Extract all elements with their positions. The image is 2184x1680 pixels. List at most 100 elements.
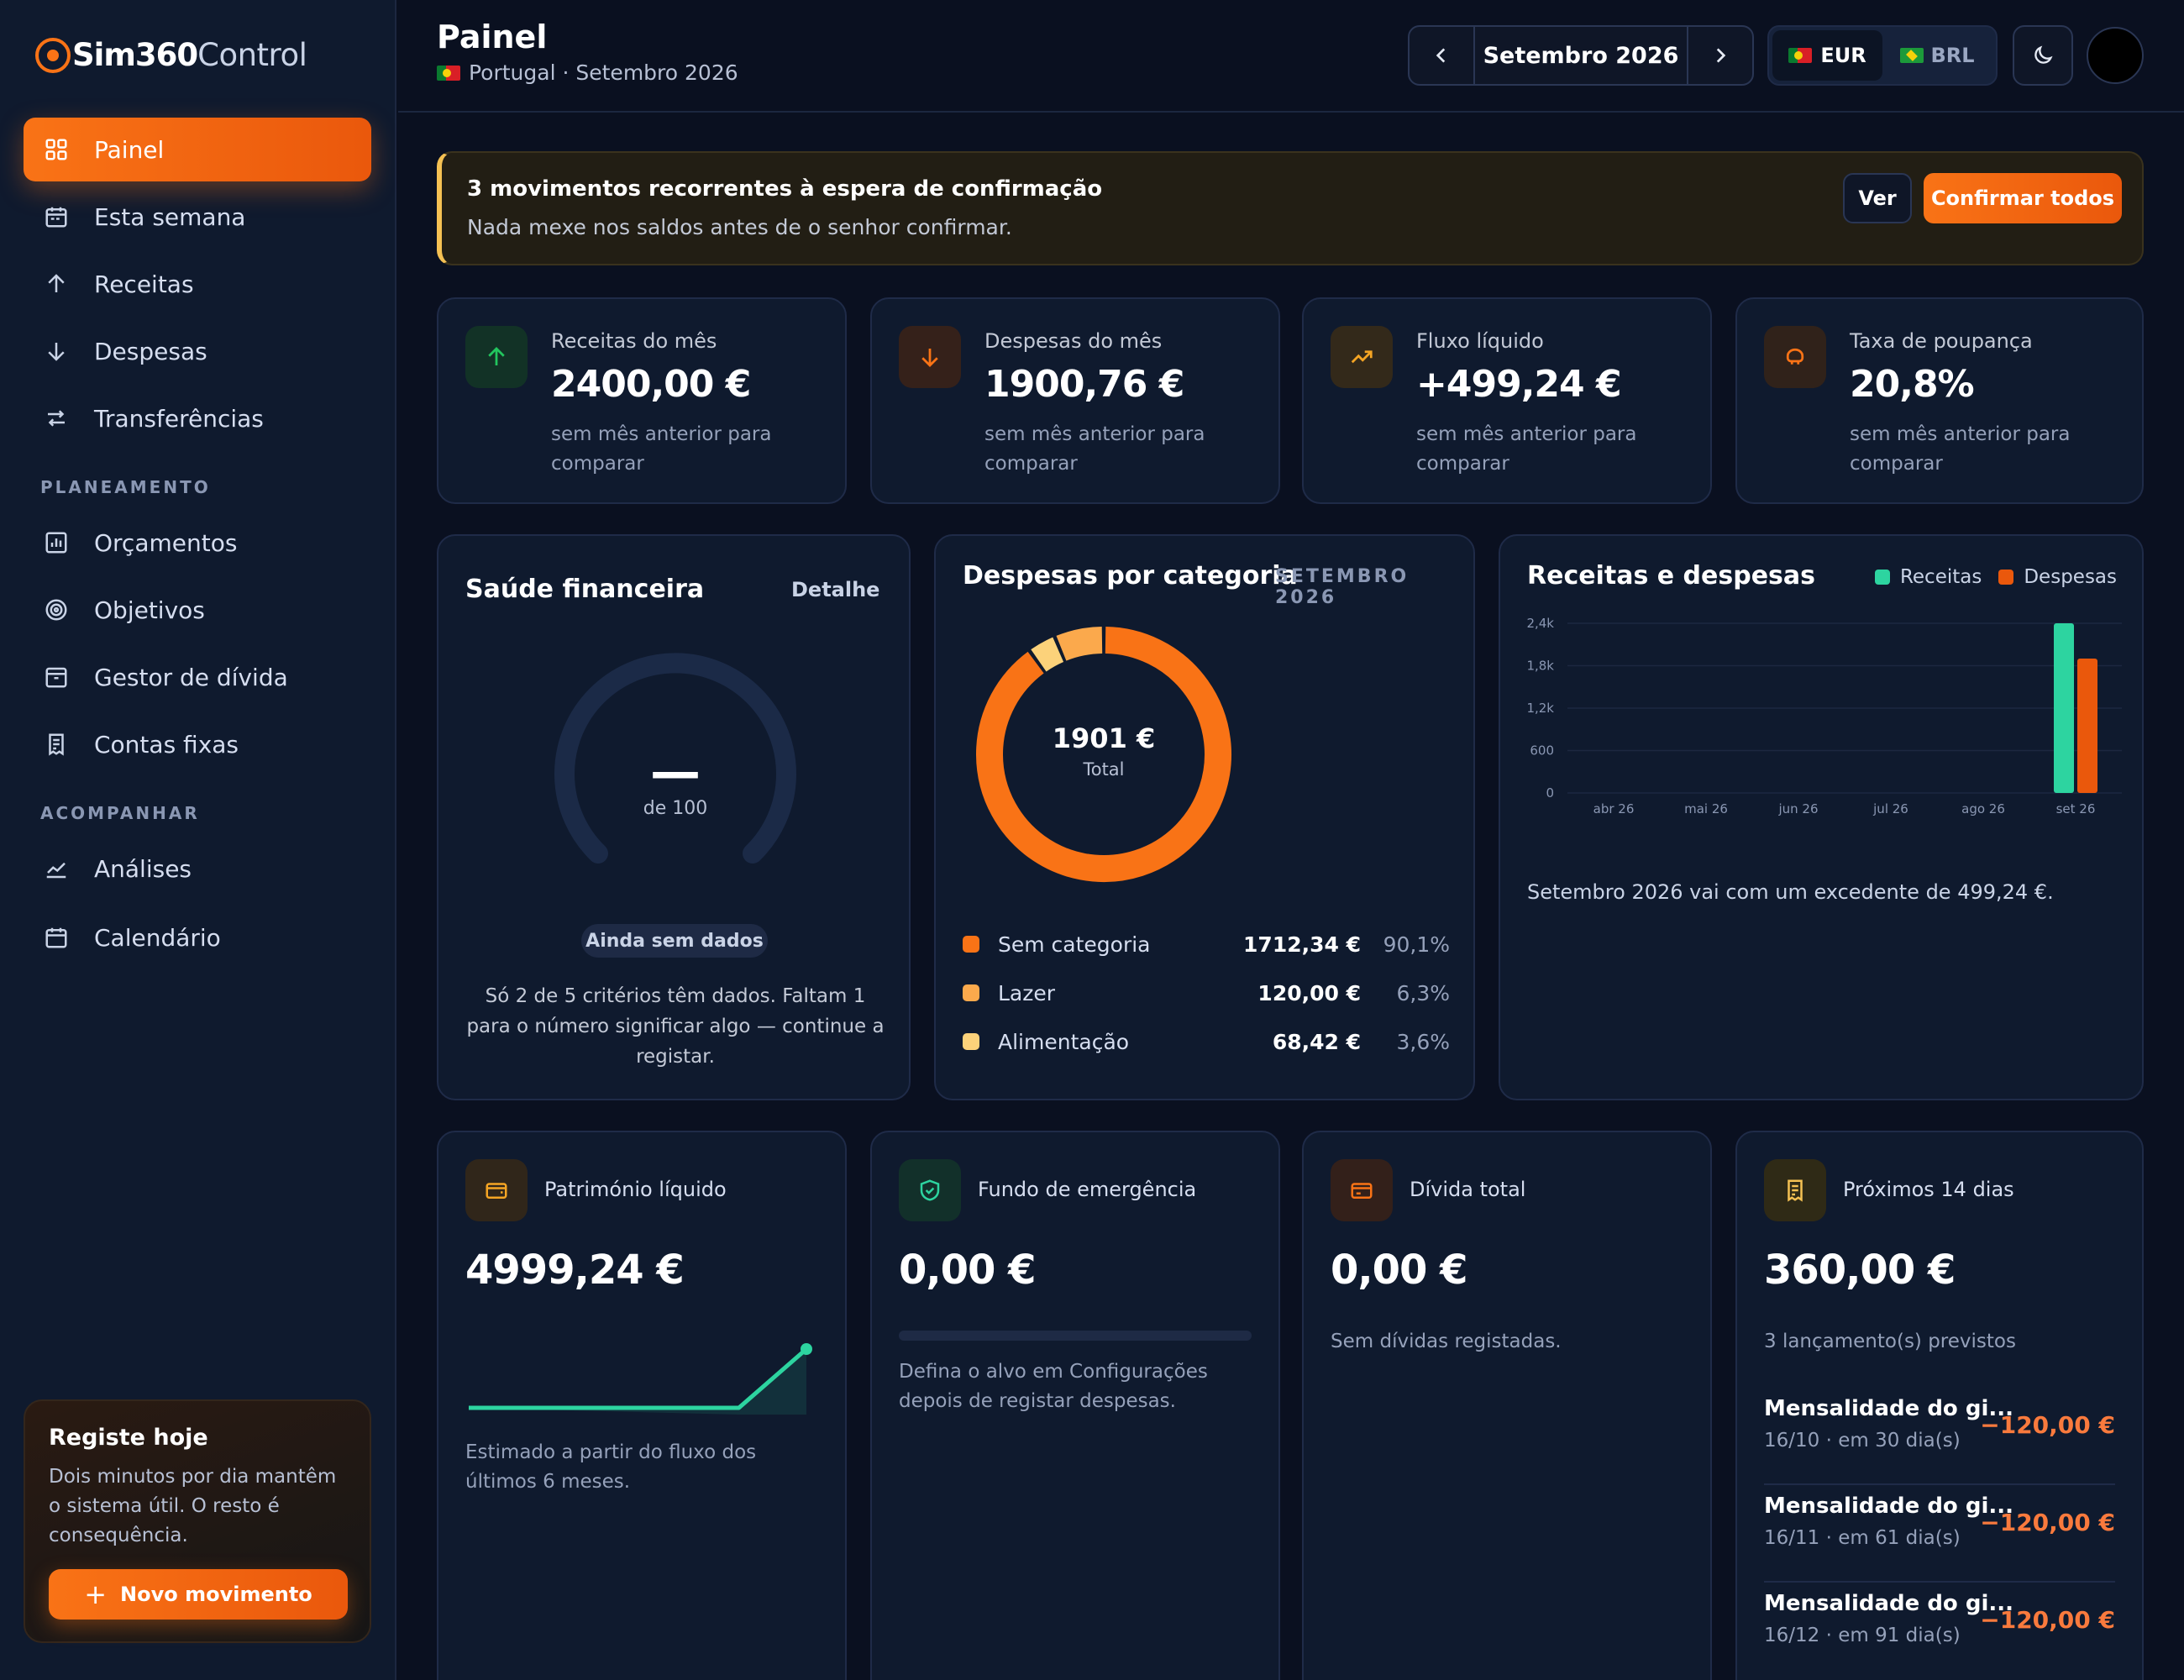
- sidebar-item-label: Gestor de dívida: [94, 663, 288, 691]
- sidebar-item-label: Esta semana: [94, 202, 246, 231]
- sidebar-item-calendario[interactable]: Calendário: [24, 906, 371, 969]
- sidebar-item-painel[interactable]: Painel: [24, 118, 371, 181]
- arrow-up-icon: [42, 270, 71, 298]
- detail-link[interactable]: Detalhe: [791, 578, 880, 601]
- trend-up-icon: [1331, 326, 1393, 388]
- sidebar-item-label: Receitas: [94, 270, 194, 298]
- credit-card-icon: [1331, 1159, 1393, 1221]
- y-tick-label: 1,8k: [1526, 659, 1554, 674]
- sidebar-item-transferencias[interactable]: Transferências: [24, 386, 371, 450]
- upcoming-item-amount: −120,00 €: [1980, 1411, 2115, 1439]
- y-tick-label: 0: [1546, 785, 1554, 801]
- currency-brl-button[interactable]: BRL: [1882, 30, 1992, 81]
- net-worth-note: Estimado a partir do fluxo dos últimos 6…: [465, 1441, 757, 1493]
- portugal-flag-icon: [437, 65, 460, 81]
- kpi-card-savings-rate[interactable]: Taxa de poupança 20,8% sem mês anterior …: [1735, 297, 2144, 504]
- category-value: 1712,34 €: [1243, 932, 1361, 957]
- portugal-flag-icon: [1788, 48, 1813, 63]
- bar-receitas-set-26[interactable]: [2054, 623, 2074, 793]
- confirm-all-button[interactable]: Confirmar todos: [1924, 173, 2122, 223]
- chart-legend: Receitas Despesas: [1874, 566, 2117, 588]
- logo-light-text: Control: [197, 37, 307, 73]
- view-button[interactable]: Ver: [1843, 173, 1912, 223]
- category-period: SETEMBRO 2026: [1275, 566, 1410, 608]
- app-logo[interactable]: Sim360 Control: [35, 37, 307, 73]
- currency-eur-button[interactable]: EUR: [1772, 30, 1882, 81]
- kpi-card-net-flow[interactable]: Fluxo líquido +499,24 € sem mês anterior…: [1302, 297, 1712, 504]
- sidebar-item-label: Análises: [94, 854, 192, 883]
- sidebar-item-orcamentos[interactable]: Orçamentos: [24, 511, 371, 575]
- arrow-down-icon: [42, 337, 71, 365]
- kpi-note: sem mês anterior para comparar: [1850, 423, 2071, 475]
- debt-note: Sem dívidas registadas.: [1331, 1331, 1562, 1352]
- calendar-icon: [42, 923, 71, 952]
- chevron-left-icon: [1436, 48, 1446, 63]
- sidebar-item-contas-fixas[interactable]: Contas fixas: [24, 712, 371, 776]
- x-tick-label: abr 26: [1593, 801, 1635, 816]
- list-item[interactable]: Mensalidade do gi... 16/10 · em 30 dia(s…: [1764, 1388, 2115, 1485]
- list-item[interactable]: Mensalidade do gi... 16/12 · em 91 dia(s…: [1764, 1583, 2115, 1680]
- kpi-note: sem mês anterior para comparar: [551, 423, 772, 475]
- x-tick-label: mai 26: [1684, 801, 1728, 816]
- total-debt-card[interactable]: Dívida total 0,00 € Sem dívidas registad…: [1302, 1131, 1712, 1680]
- sidebar-item-label: Calendário: [94, 923, 221, 952]
- sidebar-item-analises[interactable]: Análises: [24, 837, 371, 900]
- y-tick-label: 2,4k: [1526, 616, 1554, 631]
- emergency-fund-value: 0,00 €: [899, 1247, 1037, 1294]
- page-subtitle-text: Portugal · Setembro 2026: [469, 60, 738, 85]
- next-month-button[interactable]: [1687, 27, 1752, 84]
- category-row[interactable]: Alimentação 68,42 € 3,6%: [963, 1025, 1450, 1058]
- card-label: Próximos 14 dias: [1843, 1178, 2014, 1201]
- nav-section-follow: ACOMPANHAR: [40, 803, 200, 823]
- health-scale: de 100: [643, 798, 708, 819]
- net-worth-card[interactable]: Património líquido 4999,24 € Estimado a …: [437, 1131, 847, 1680]
- current-month[interactable]: Setembro 2026: [1483, 42, 1679, 69]
- emergency-note: Defina o alvo em Configurações depois de…: [899, 1361, 1208, 1412]
- category-row[interactable]: Lazer 120,00 € 6,3%: [963, 976, 1450, 1010]
- upcoming-item-amount: −120,00 €: [1980, 1606, 2115, 1634]
- bar-despesas-set-26[interactable]: [2077, 659, 2097, 793]
- shield-check-icon: [899, 1159, 961, 1221]
- sparkline-area: [469, 1349, 806, 1415]
- sidebar-item-objetivos[interactable]: Objetivos: [24, 578, 371, 642]
- upcoming-card[interactable]: Próximos 14 dias 360,00 € 3 lançamento(s…: [1735, 1131, 2144, 1680]
- category-donut-chart: [976, 627, 1231, 882]
- prev-month-button[interactable]: [1410, 27, 1475, 84]
- category-row[interactable]: Sem categoria 1712,34 € 90,1%: [963, 927, 1450, 961]
- sidebar-item-esta-semana[interactable]: Esta semana: [24, 185, 371, 249]
- sidebar-item-receitas[interactable]: Receitas: [24, 252, 371, 316]
- health-score: —: [650, 743, 701, 801]
- total-debt-value: 0,00 €: [1331, 1247, 1468, 1294]
- archive-icon: [42, 663, 71, 691]
- currency-code: BRL: [1930, 44, 1975, 67]
- kpi-label: Receitas do mês: [551, 329, 717, 353]
- donut-total-label: Total: [1083, 759, 1125, 780]
- sidebar-item-label: Orçamentos: [94, 528, 238, 557]
- legend-expenses-label: Despesas: [2024, 566, 2117, 588]
- sidebar-item-despesas[interactable]: Despesas: [24, 319, 371, 383]
- sidebar-item-gestor-divida[interactable]: Gestor de dívida: [24, 645, 371, 709]
- kpi-value: 2400,00 €: [551, 363, 751, 406]
- legend-swatch-income: [1874, 570, 1890, 585]
- arrow-up-icon: [465, 326, 528, 388]
- net-worth-sparkline: [469, 1343, 812, 1415]
- financial-health-card: Saúde financeira Detalhe — de 100 Ainda …: [437, 534, 911, 1100]
- sidebar-item-label: Objetivos: [94, 596, 205, 624]
- legend-swatch: [963, 984, 979, 1001]
- brazil-flag-icon: [1900, 48, 1924, 63]
- kpi-card-income[interactable]: Receitas do mês 2400,00 € sem mês anteri…: [437, 297, 847, 504]
- kpi-card-expenses[interactable]: Despesas do mês 1900,76 € sem mês anteri…: [870, 297, 1280, 504]
- emergency-fund-card[interactable]: Fundo de emergência 0,00 € Defina o alvo…: [870, 1131, 1280, 1680]
- target-icon: [42, 596, 71, 624]
- new-transaction-label: Novo movimento: [120, 1583, 312, 1606]
- piggy-bank-icon: [1764, 326, 1826, 388]
- cta-title: Registe hoje: [49, 1425, 208, 1451]
- list-item[interactable]: Mensalidade do gi... 16/11 · em 61 dia(s…: [1764, 1485, 2115, 1583]
- theme-toggle-button[interactable]: [2013, 25, 2073, 86]
- card-title: Saúde financeira: [465, 575, 705, 604]
- page-title: Painel: [437, 18, 548, 55]
- avatar[interactable]: [2087, 27, 2144, 84]
- chart-summary: Setembro 2026 vai com um excedente de 49…: [1527, 880, 2054, 904]
- category-percent: 3,6%: [1396, 1029, 1450, 1054]
- new-transaction-button[interactable]: + Novo movimento: [49, 1569, 348, 1620]
